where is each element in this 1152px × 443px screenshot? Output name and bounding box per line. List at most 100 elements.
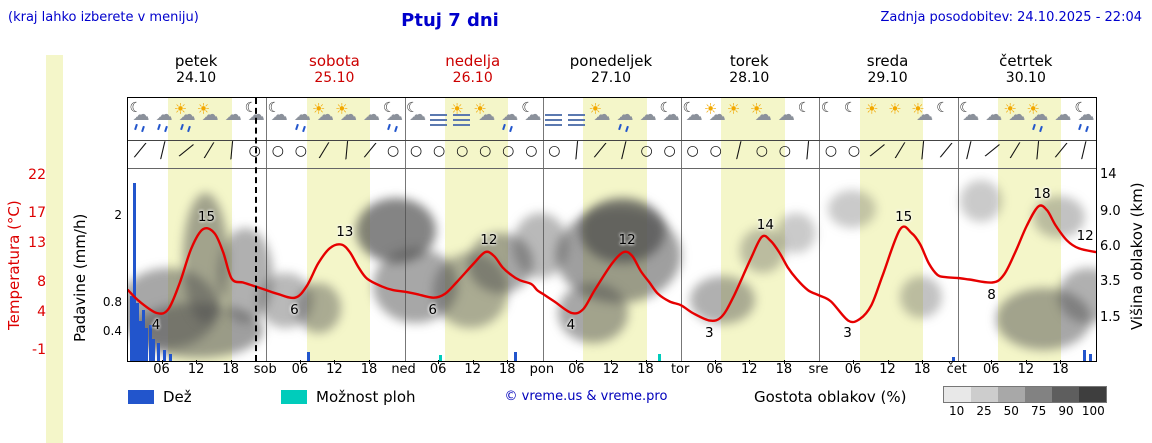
moon-icon: ☾ (244, 100, 258, 116)
wind-calm-icon: ○ (433, 143, 446, 159)
time-tick (1060, 360, 1062, 364)
precip-bar (1083, 350, 1087, 361)
wind-calm-icon: ○ (686, 143, 699, 159)
sun-icon: ☀ (726, 100, 741, 118)
cloud-axis-tick: 6.0 (1100, 239, 1121, 254)
cloud-density-ticks: 10 25 50 75 90 100 (943, 404, 1107, 418)
day-name: torek (729, 52, 769, 70)
density-scale-segment (1025, 387, 1052, 402)
weather-icon: ☾ ☁ (380, 100, 406, 138)
weather-icon (541, 100, 567, 138)
weather-icon: ☁ (357, 100, 383, 138)
weather-icon: ☀ ☁ (196, 100, 222, 138)
temp-axis-tick: -1 (32, 342, 46, 358)
raindrop-icon (387, 123, 391, 131)
wind-calm-icon: ○ (271, 143, 284, 159)
precip-bar (162, 350, 166, 361)
wind-barb-icon: ╱ (1010, 142, 1021, 160)
precip-bar (169, 353, 173, 361)
credit-link[interactable]: © vreme.us & vreme.pro (504, 389, 668, 404)
time-tick (369, 360, 370, 364)
weather-icon: ☀ (726, 100, 752, 138)
day-separator (266, 98, 268, 361)
fog-icon (453, 124, 471, 126)
day-separator (542, 98, 544, 361)
wind-row-divider (128, 168, 1096, 169)
weather-icon: ☾ ☁ (680, 100, 706, 138)
cloud-icon: ☁ (339, 105, 357, 125)
precip-bar (148, 324, 152, 361)
time-label: 12 (326, 362, 343, 377)
day-date: 27.10 (590, 70, 632, 86)
cloud-axis-tick: 9.0 (1100, 204, 1121, 219)
weather-icon: ☾ ☁ (1071, 100, 1096, 138)
cloud-icon: ☁ (386, 105, 404, 125)
cloud-icon: ☁ (662, 105, 680, 125)
raindrop-icon (163, 125, 168, 133)
precip-axis-tick: 2 (114, 208, 122, 222)
time-label: 18 (913, 362, 931, 377)
fog-icon (545, 124, 563, 126)
weather-icon: ☀ ☁ (472, 100, 498, 138)
sun-icon: ☀ (911, 100, 925, 118)
precip-bar (514, 352, 518, 361)
moon-icon: ☾ (659, 100, 673, 116)
cloud-blob (373, 248, 458, 323)
temp-value-label: 12 (1076, 228, 1094, 245)
precip-axis-tick: 0.8 (102, 295, 122, 309)
cloud-icon: ☁ (1008, 105, 1026, 125)
weather-icon: ☁ (611, 100, 637, 138)
weather-icon: ☁ (634, 100, 660, 138)
time-tick (438, 360, 440, 364)
moon-icon: ☾ (959, 100, 972, 116)
weather-icon: ☾ (933, 100, 959, 138)
weather-icon: ☁ (288, 100, 314, 138)
wind-calm-icon: ○ (456, 143, 469, 159)
cloud-icon: ☁ (685, 105, 703, 125)
density-tick-label: 50 (1003, 404, 1019, 418)
cloud-icon: ☁ (916, 105, 934, 125)
raindrop-icon (502, 123, 507, 131)
temp-value-label: 3 (704, 324, 714, 341)
temp-axis-tick: 17 (28, 205, 46, 222)
time-label: 06 (429, 362, 447, 377)
time-label: 06 (844, 362, 862, 377)
raindrop-icon (140, 125, 145, 133)
moon-icon: ☾ (521, 100, 534, 116)
precip-bar (133, 183, 137, 361)
day-date: 28.10 (729, 70, 770, 86)
fog-icon (430, 124, 448, 126)
day-abbrev-label: sob (253, 362, 277, 377)
precip-bar (130, 295, 134, 361)
moon-icon: ☾ (682, 100, 696, 116)
time-label: 06 (153, 362, 170, 377)
wind-calm-icon: ○ (640, 143, 653, 159)
weather-icon: ☾ ☁ (518, 100, 544, 138)
cloud-icon: ☁ (1054, 105, 1072, 125)
weather-icon (564, 100, 590, 138)
wind-calm-icon: ○ (847, 143, 861, 159)
sun-icon: ☀ (473, 100, 487, 118)
wind-barb-icon: ╱ (203, 142, 214, 160)
left-decor-strip (46, 55, 63, 443)
temp-value-label: 12 (618, 232, 636, 249)
moon-icon: ☾ (267, 100, 281, 116)
moon-icon: ☾ (129, 100, 143, 116)
temp-axis-tick: 8 (37, 273, 46, 290)
wind-calm-icon: ○ (709, 143, 722, 159)
time-label: 12 (464, 362, 481, 377)
time-tick (714, 360, 716, 364)
temp-value-label: 13 (336, 224, 354, 241)
weather-icon: ☀ (864, 100, 890, 138)
day-date: 26.10 (452, 70, 493, 86)
wind-barb-icon: ╱ (133, 142, 146, 160)
time-label: 12 (1017, 362, 1035, 377)
day-abbrev-label: čet (946, 362, 967, 377)
time-label: 18 (637, 362, 654, 377)
shower-bar (658, 353, 662, 361)
day-abbrev-label: ned (391, 362, 416, 377)
now-line (254, 98, 257, 361)
weather-icon: ☀ (887, 100, 913, 138)
sun-icon: ☀ (749, 100, 764, 118)
time-tick (507, 360, 509, 364)
